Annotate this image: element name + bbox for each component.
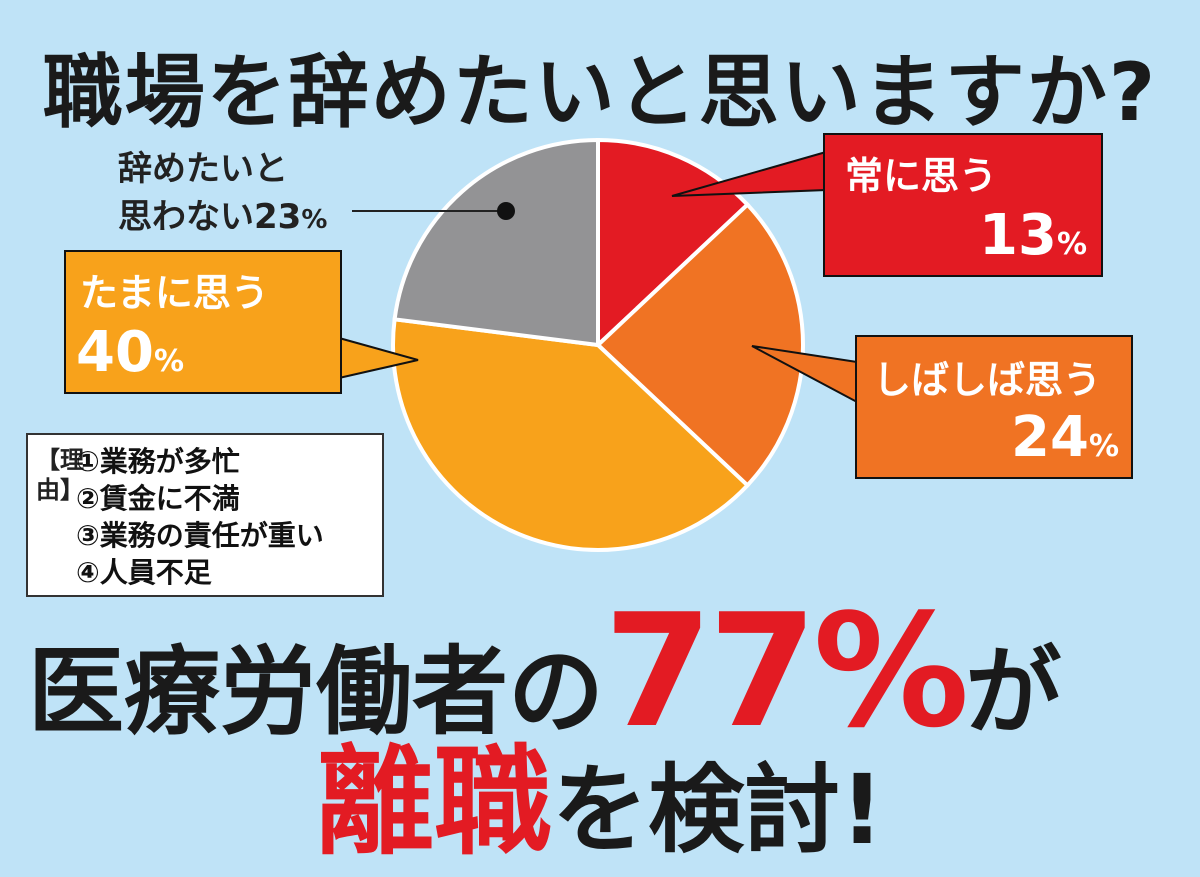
label-never: 辞めたいと 思わない23%	[118, 149, 328, 237]
label-box-always: 常に思う 13%	[823, 133, 1103, 277]
pie-slice-often	[595, 201, 805, 489]
label-often-value: 24%	[1011, 405, 1119, 470]
label-sometimes-value: 40%	[76, 320, 184, 385]
label-often-name: しばしば思う	[873, 358, 1102, 402]
reasons-list: ①業務が多忙 ②賃金に不満 ③業務の責任が重い ④人員不足	[76, 443, 324, 591]
reason-item: ②賃金に不満	[76, 482, 240, 515]
label-always-value: 13%	[979, 203, 1087, 268]
pie-chart	[338, 137, 858, 552]
leader-dot-never	[497, 202, 515, 220]
headline-line1: 医療労働者の77%が	[28, 580, 1062, 762]
label-always-name: 常に思う	[845, 154, 998, 198]
reason-item: ①業務が多忙	[76, 445, 240, 478]
reasons-tag: 【理由】	[36, 446, 84, 504]
label-box-often: しばしば思う 24%	[855, 335, 1133, 479]
reason-item: ④人員不足	[76, 556, 212, 589]
headline-number: 77%	[604, 580, 969, 762]
page-title: 職場を辞めたいと思いますか?	[42, 46, 1158, 139]
reason-item: ③業務の責任が重い	[76, 519, 324, 552]
label-sometimes-name: たまに思う	[80, 271, 269, 315]
label-box-sometimes: たまに思う 40%	[64, 250, 342, 394]
pie-slice-sometimes	[391, 317, 751, 552]
pie-slice-never	[392, 137, 600, 348]
headline-line2: 離職を検討!	[316, 733, 884, 871]
reasons-box: 【理由】 ①業務が多忙 ②賃金に不満 ③業務の責任が重い ④人員不足	[26, 433, 384, 597]
